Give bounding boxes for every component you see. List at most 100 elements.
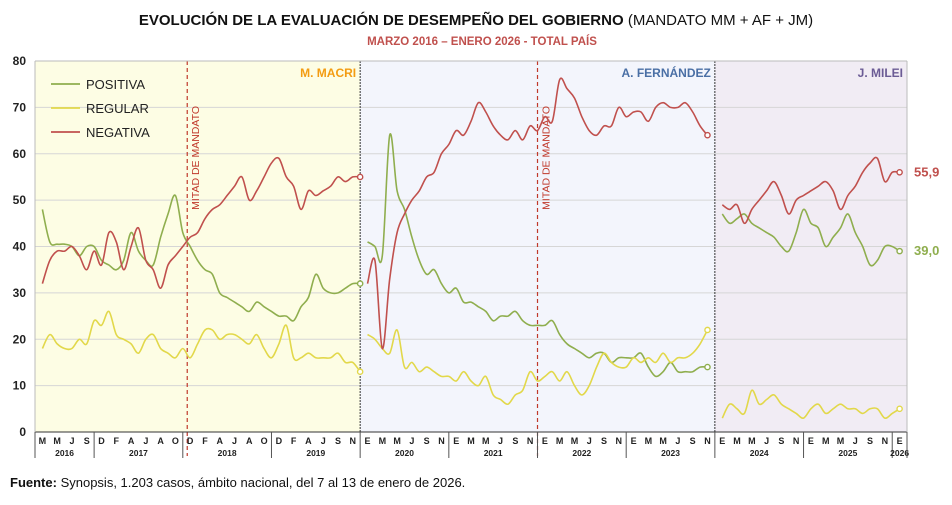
period-label-2: J. MILEI — [858, 66, 903, 80]
end-marker-regular-0 — [356, 368, 364, 376]
month-tick-44: S — [690, 436, 696, 446]
month-tick-12: A — [216, 436, 223, 446]
month-tick-58: E — [897, 436, 903, 446]
series-line-negativa-1 — [366, 77, 709, 350]
month-tick-50: S — [778, 436, 784, 446]
month-tick-45: N — [704, 436, 711, 446]
series-line-regular-2 — [721, 389, 901, 419]
month-tick-32: S — [512, 436, 518, 446]
month-tick-6: A — [128, 436, 135, 446]
year-label-2023: 2023 — [661, 448, 680, 458]
month-tick-26: S — [424, 436, 430, 446]
series-line-positiva-0 — [41, 194, 361, 322]
end-marker-positiva-0 — [356, 280, 364, 287]
end-marker-negativa-0 — [356, 173, 364, 181]
series-line-regular-1 — [367, 329, 709, 406]
month-tick-35: M — [556, 436, 564, 446]
month-tick-25: J — [409, 436, 414, 446]
chart-subtitle: MARZO 2016 – ENERO 2026 - TOTAL PAÍS — [367, 35, 597, 48]
year-label-2016: 2016 — [55, 448, 74, 458]
midterm-label-0: MITAD DE MANDATO — [190, 106, 202, 210]
month-tick-36: M — [571, 436, 579, 446]
month-tick-55: J — [853, 436, 858, 446]
end-marker-positiva-2 — [896, 247, 903, 255]
month-tick-49: J — [764, 436, 769, 446]
month-tick-37: J — [587, 436, 592, 446]
month-tick-54: M — [837, 436, 845, 446]
series-line-positiva-1 — [367, 133, 708, 378]
month-tick-2: J — [69, 436, 74, 446]
month-tick-41: M — [645, 436, 653, 446]
month-tick-52: E — [808, 436, 814, 446]
y-tick-label-8: 80 — [13, 54, 27, 68]
performance-chart: EVOLUCIÓN DE LA EVALUACIÓN DE DESEMPEÑO … — [13, 11, 939, 458]
month-tick-24: M — [393, 436, 401, 446]
month-tick-29: M — [467, 436, 475, 446]
y-tick-label-2: 20 — [13, 332, 27, 346]
month-tick-5: F — [114, 436, 120, 446]
y-tick-label-0: 0 — [19, 425, 26, 439]
month-tick-1: M — [53, 436, 61, 446]
month-tick-19: J — [321, 436, 326, 446]
end-marker-positiva-1 — [704, 363, 711, 371]
year-label-2018: 2018 — [218, 448, 237, 458]
month-tick-0: M — [39, 436, 47, 446]
year-label-2022: 2022 — [572, 448, 591, 458]
series-line-positiva-2 — [721, 208, 901, 267]
month-tick-17: F — [291, 436, 297, 446]
month-tick-11: F — [202, 436, 208, 446]
year-label-2021: 2021 — [484, 448, 503, 458]
end-marker-negativa-2 — [896, 168, 903, 176]
legend-label-regular: REGULAR — [86, 101, 149, 116]
y-tick-label-7: 70 — [13, 100, 27, 114]
month-tick-38: S — [601, 436, 607, 446]
month-tick-57: N — [882, 436, 889, 446]
month-tick-13: J — [232, 436, 237, 446]
month-tick-14: A — [246, 436, 253, 446]
month-tick-51: N — [793, 436, 800, 446]
month-tick-47: M — [733, 436, 741, 446]
legend-label-negativa: NEGATIVA — [86, 125, 150, 140]
month-tick-40: E — [631, 436, 637, 446]
end-marker-regular-2 — [896, 405, 903, 413]
series-line-negativa-2 — [721, 156, 900, 225]
end-value-positiva: 39,0 — [914, 243, 939, 258]
legend-label-positiva: POSITIVA — [86, 77, 145, 92]
month-tick-23: M — [379, 436, 387, 446]
chart-title: EVOLUCIÓN DE LA EVALUACIÓN DE DESEMPEÑO … — [139, 11, 813, 29]
series-line-negativa-0 — [41, 156, 361, 290]
source-note: Fuente: Synopsis, 1.203 casos, ámbito na… — [10, 475, 465, 490]
month-tick-18: A — [305, 436, 312, 446]
source-text: Synopsis, 1.203 casos, ámbito nacional, … — [56, 475, 466, 490]
end-marker-negativa-1 — [704, 131, 711, 139]
month-tick-33: N — [527, 436, 534, 446]
y-tick-label-1: 10 — [13, 379, 27, 393]
series-line-regular-0 — [41, 310, 361, 373]
month-tick-7: J — [143, 436, 148, 446]
year-label-2017: 2017 — [129, 448, 148, 458]
y-tick-label-3: 30 — [13, 286, 27, 300]
y-tick-label-5: 50 — [13, 193, 27, 207]
month-tick-4: D — [98, 436, 105, 446]
month-tick-48: M — [748, 436, 756, 446]
midterm-label-1: MITAD DE MANDATO — [541, 106, 553, 210]
month-tick-10: D — [187, 436, 194, 446]
month-tick-56: S — [867, 436, 873, 446]
month-tick-22: E — [365, 436, 371, 446]
month-tick-53: M — [822, 436, 830, 446]
month-tick-30: M — [482, 436, 490, 446]
y-tick-label-4: 40 — [13, 240, 27, 254]
month-tick-43: J — [675, 436, 680, 446]
month-tick-34: E — [542, 436, 548, 446]
month-tick-42: M — [659, 436, 667, 446]
year-label-2026: 2026 — [890, 448, 909, 458]
month-tick-28: E — [453, 436, 459, 446]
month-tick-15: O — [261, 436, 268, 446]
year-label-2019: 2019 — [306, 448, 325, 458]
month-tick-21: N — [350, 436, 357, 446]
period-label-0: M. MACRI — [300, 66, 356, 80]
month-tick-27: N — [438, 436, 445, 446]
month-tick-16: D — [276, 436, 283, 446]
year-label-2024: 2024 — [750, 448, 769, 458]
year-label-2025: 2025 — [838, 448, 857, 458]
